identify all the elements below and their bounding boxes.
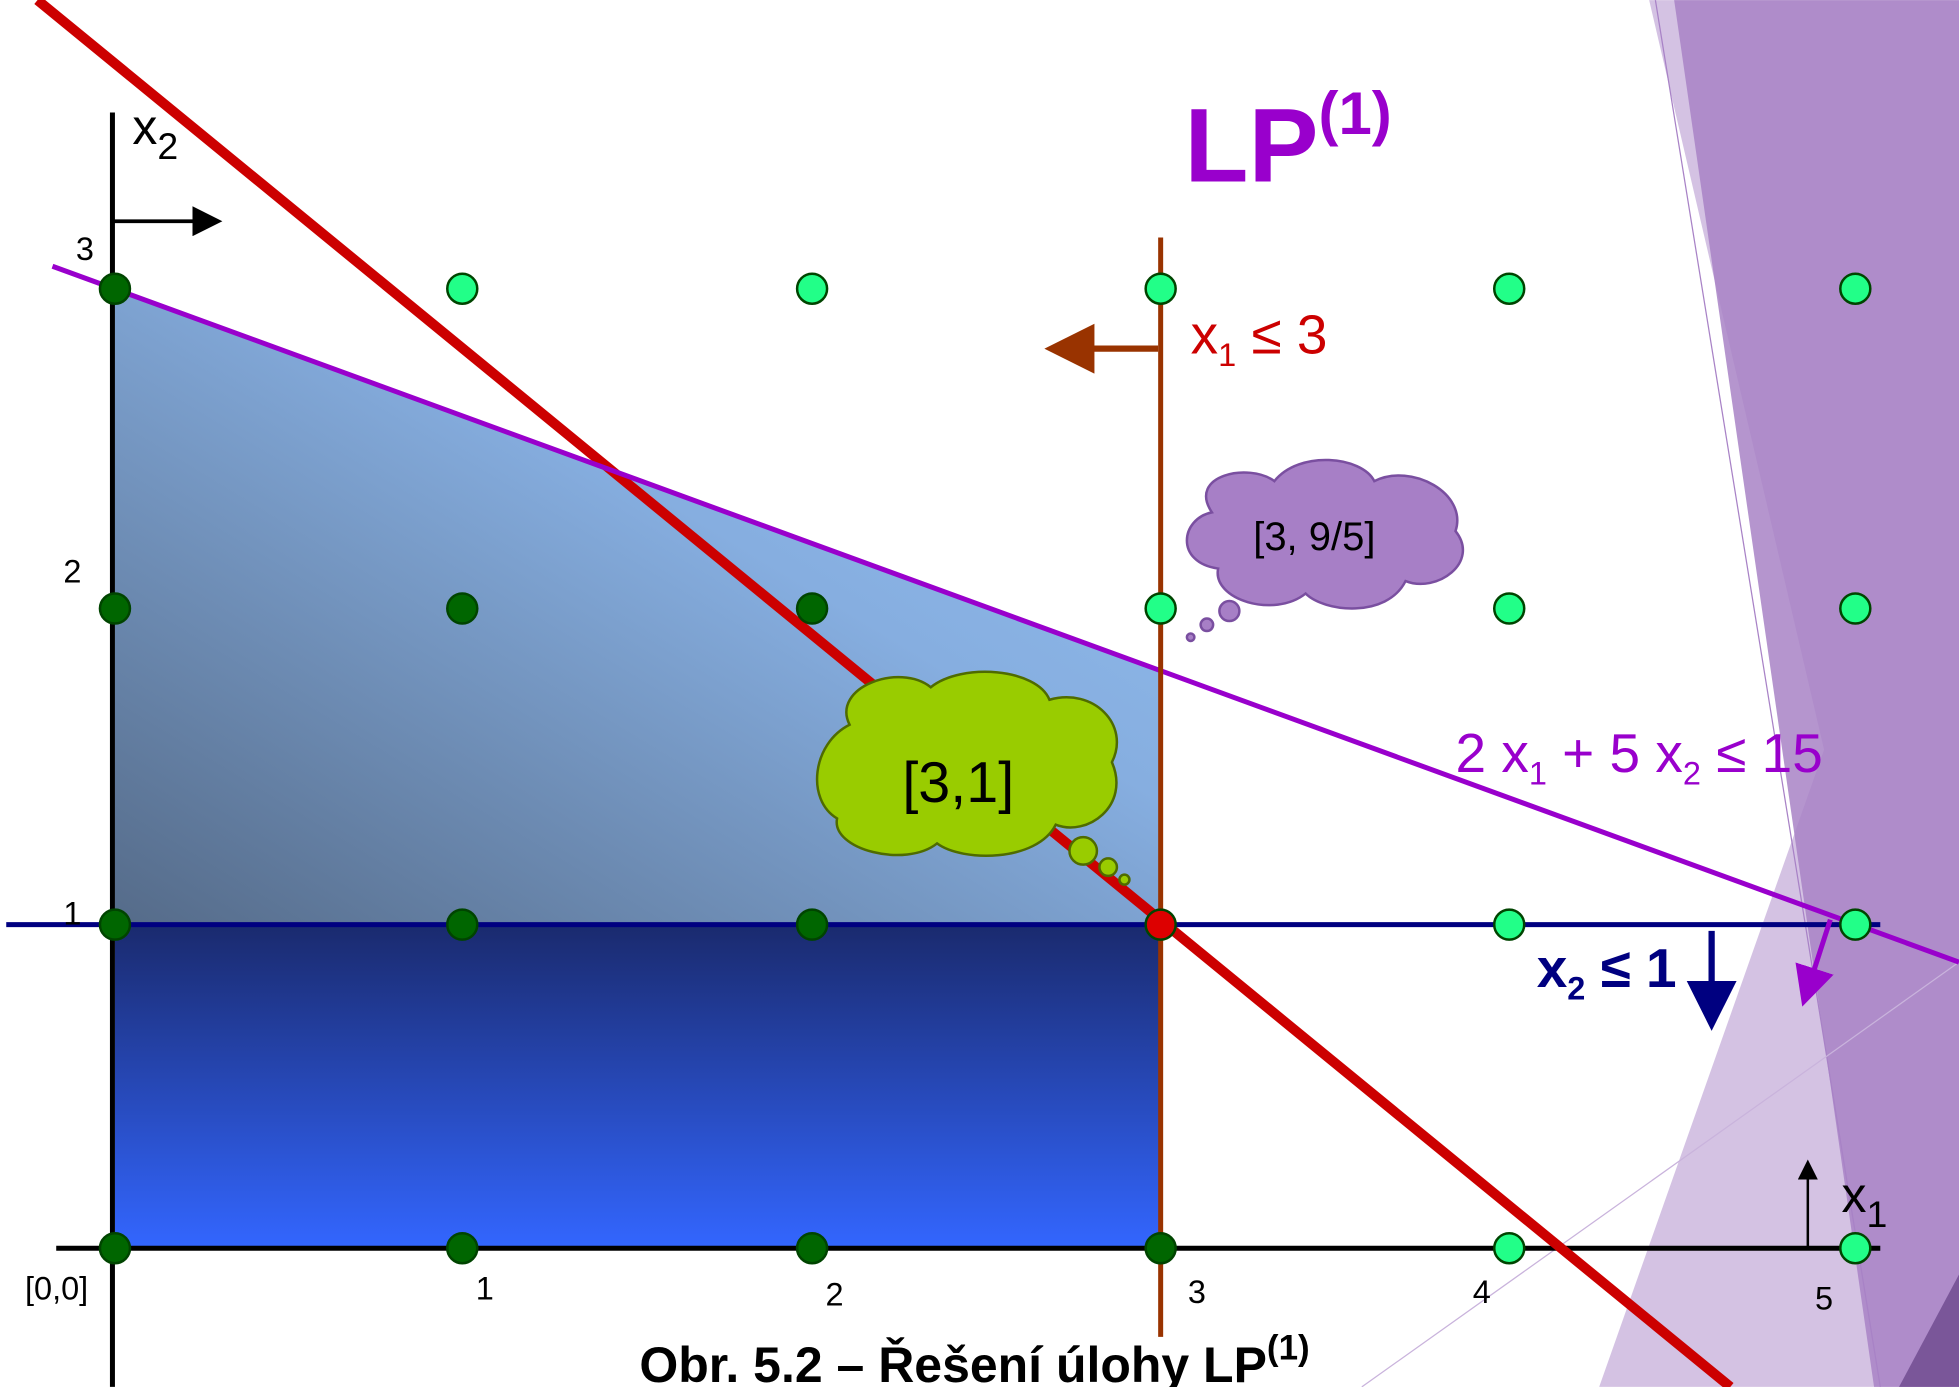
- x-tick-label: 1: [476, 1270, 494, 1306]
- y-tick-label: 1: [63, 896, 81, 932]
- constraint-label: x1 ≤ 3: [1191, 304, 1328, 373]
- caption-main: Obr. 5.2 – Řešení úlohy LP: [639, 1337, 1267, 1387]
- bubble-label: [3,1]: [902, 751, 1014, 815]
- lattice-point: [100, 910, 130, 940]
- label-part: 2 x: [1456, 722, 1529, 784]
- lattice-point: [1146, 274, 1176, 304]
- lattice-point: [797, 910, 827, 940]
- axis-label-sub: 2: [157, 125, 178, 167]
- label-part: ≤ 3: [1236, 304, 1327, 366]
- lattice-point: [1840, 910, 1870, 940]
- x-tick-label: 5: [1815, 1280, 1833, 1316]
- lattice-point: [797, 594, 827, 624]
- caption: Obr. 5.2 – Řešení úlohy LP(1): [639, 1328, 1309, 1387]
- label-part: x: [1537, 937, 1568, 999]
- lattice-point: [1146, 1233, 1176, 1263]
- y-tick-label: 2: [63, 553, 81, 589]
- feasible-lower: [115, 925, 1161, 1249]
- lattice-point: [1494, 594, 1524, 624]
- label-part: + 5 x: [1547, 722, 1683, 784]
- lattice-point: [100, 594, 130, 624]
- lattice-point: [447, 594, 477, 624]
- lattice-point: [100, 274, 130, 304]
- lattice-point: [797, 1233, 827, 1263]
- y-tick-label: 3: [76, 231, 94, 267]
- axis-label-sub: 1: [1867, 1193, 1888, 1235]
- lattice-point: [1494, 274, 1524, 304]
- axis-label-base: x: [1842, 1167, 1867, 1223]
- label-part: x: [1191, 304, 1218, 366]
- label-part: ≤ 15: [1701, 722, 1823, 784]
- label-sub: 1: [1529, 756, 1547, 792]
- lattice-point: [1494, 910, 1524, 940]
- x-tick-label: 2: [826, 1277, 844, 1313]
- lattice-point: [1494, 1233, 1524, 1263]
- lattice-point: [1840, 594, 1870, 624]
- lattice-point: [1840, 274, 1870, 304]
- label-sub: 2: [1683, 756, 1701, 792]
- x-tick-label: 3: [1188, 1274, 1206, 1310]
- axis-label-base: x: [132, 99, 157, 155]
- constraint-label: 2 x1 + 5 x2 ≤ 15: [1456, 722, 1823, 791]
- title-main: LP: [1184, 87, 1318, 204]
- lattice-point: [447, 1233, 477, 1263]
- title-sup: (1): [1318, 80, 1391, 147]
- label-part: ≤ 1: [1585, 937, 1676, 999]
- origin-label: [0,0]: [25, 1270, 88, 1306]
- lattice-point: [1146, 594, 1176, 624]
- lattice-point: [447, 910, 477, 940]
- title: LP(1): [1184, 80, 1391, 204]
- label-sub: 1: [1218, 337, 1236, 373]
- caption-sup: (1): [1267, 1328, 1310, 1367]
- x-tick-label: 4: [1473, 1274, 1491, 1310]
- lattice-point: [100, 1233, 130, 1263]
- bubble-label: [3, 9/5]: [1253, 515, 1375, 559]
- background-decor: [1362, 0, 1959, 1387]
- lattice-point: [1146, 910, 1176, 940]
- constraint-label: x2 ≤ 1: [1537, 937, 1677, 1006]
- lattice-point: [797, 274, 827, 304]
- label-sub: 2: [1567, 971, 1585, 1007]
- lattice-point: [447, 274, 477, 304]
- lattice-point: [1840, 1233, 1870, 1263]
- diagram: LP(1) x2 x1 [0,0] 12345123 x1 ≤ 3 2 x1 +…: [0, 0, 1959, 1387]
